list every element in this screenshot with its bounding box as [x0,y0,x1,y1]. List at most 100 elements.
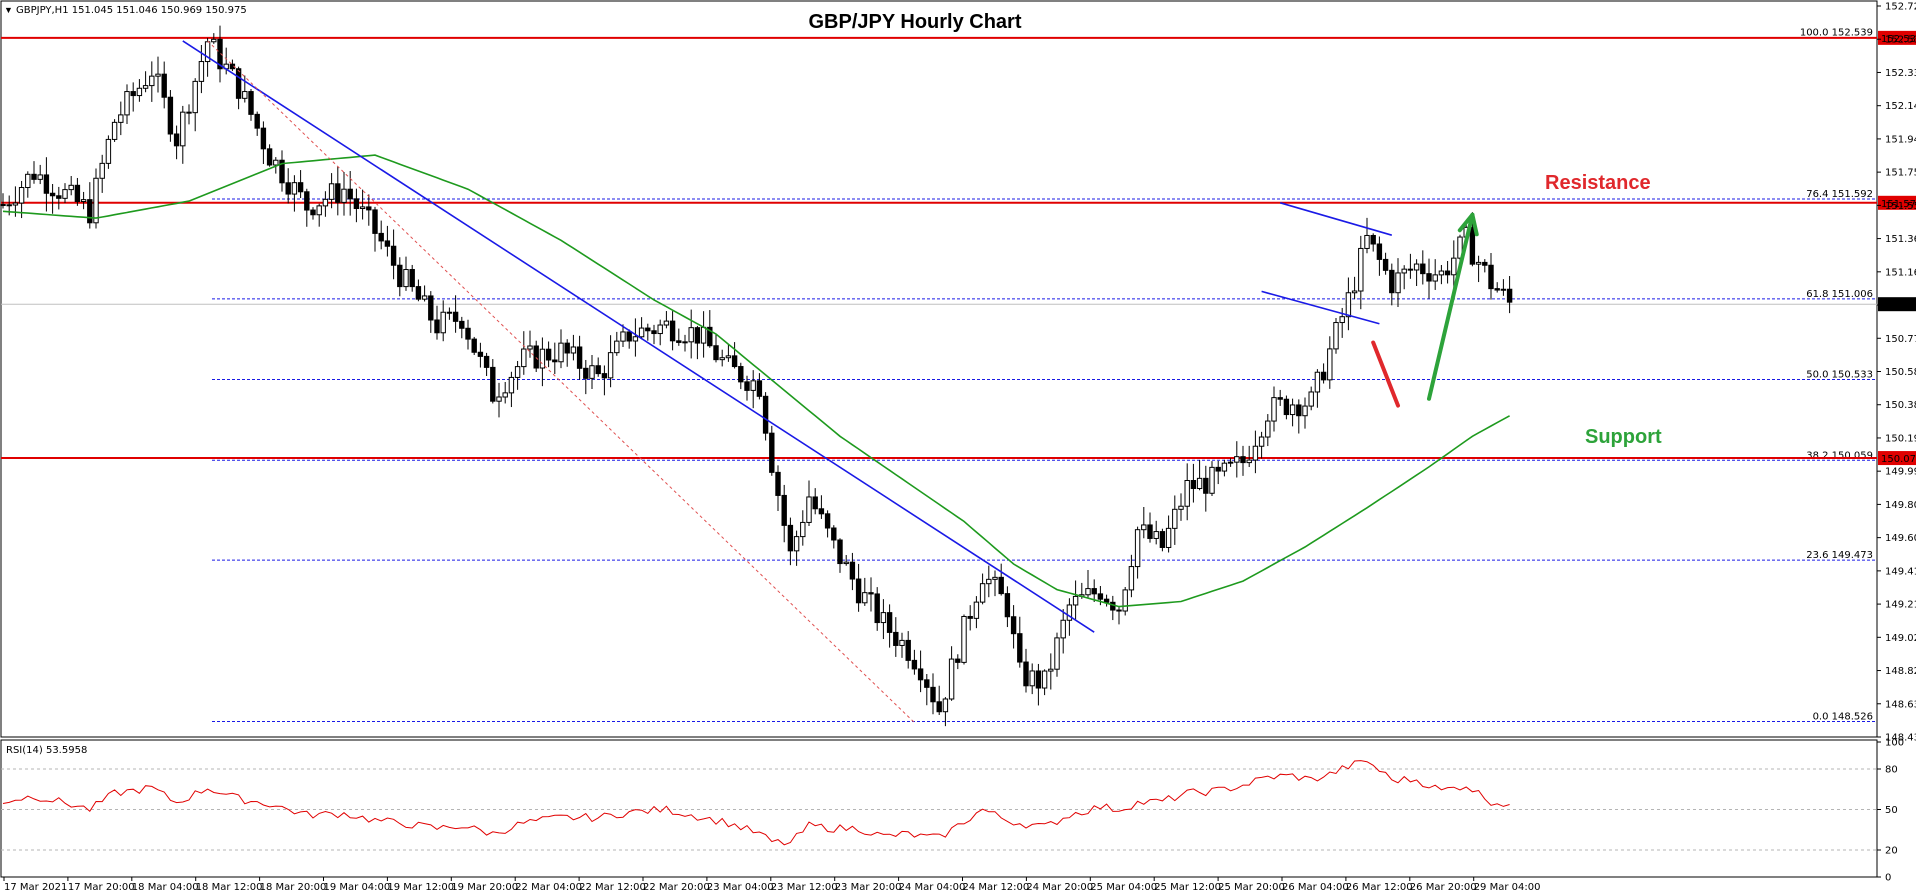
candle-body [713,345,719,361]
candle-body [266,148,273,166]
rsi-tick-label: 0 [1885,873,1891,884]
price-tick-label: 150.190 [1885,433,1916,444]
price-tick-label: 150.970 [1885,301,1916,312]
candle-body [893,631,899,646]
candle-body [80,199,87,203]
candle-body [527,345,533,350]
candle-body [273,159,279,166]
candle-body [1116,609,1122,612]
candle-body [1364,234,1370,249]
candle-body [521,348,527,368]
candle-body [632,336,639,342]
candle-body [558,342,564,363]
candle-body [1203,477,1209,494]
candle-body [570,346,577,354]
candle-body [1382,258,1389,271]
candle-body [762,395,769,434]
candle-body [1401,268,1407,274]
candle-body [738,366,744,383]
candle-body [105,138,112,164]
candle-body [37,174,43,180]
candle-body [1252,445,1259,461]
price-tick-label: 151.945 [1885,134,1916,145]
candle-body [1370,234,1376,245]
candle-body [775,471,781,496]
candle-body [1023,661,1029,687]
candle-body [979,583,986,603]
candle-body [1314,371,1321,393]
candle-body [924,679,930,688]
candle-body [1506,288,1513,303]
candle-body [12,202,19,206]
candle-body [824,513,831,529]
price-tick-label: 150.775 [1885,334,1916,345]
candle-body [961,615,967,663]
level-price-tag-label: 150.072 [1881,454,1916,465]
candle-body [508,376,515,394]
candle-body [725,355,732,359]
candle-body [465,327,471,340]
candle-body [291,182,298,195]
candle-body [552,359,558,363]
candle-body [862,592,868,604]
time-tick-label: 24 Mar 04:00 [899,882,966,893]
candle-body [118,114,124,123]
candle-body [353,198,360,210]
overlay-lines [2,40,1510,723]
candle-body [477,351,484,357]
horizontal-levels: 152.538 151.570 150.072 150.975 [1,30,1916,466]
symbol-dropdown-icon[interactable]: ▼ [4,5,13,15]
price-tick-label: 151.360 [1885,234,1916,245]
time-tick-label: 25 Mar 04:00 [1090,882,1157,893]
candle-body [328,183,335,200]
candle-body [905,639,911,661]
candle-body [855,578,862,604]
candle-body [161,73,167,98]
axes: 152.725 152.530 152.335 152.140 151.945 151.7… [3,2,1916,893]
candle-body [533,345,539,369]
candle-body [942,698,949,713]
candle-body [471,338,477,353]
candle-body [1066,604,1073,621]
candle-body [1438,270,1445,276]
candle-body [1358,247,1364,292]
candle-body [316,205,322,216]
time-tick-label: 26 Mar 20:00 [1410,882,1477,893]
time-tick-label: 18 Mar 04:00 [132,882,199,893]
candle-body [459,320,465,329]
candle-body [1196,477,1203,489]
candle-body [211,38,217,43]
candle-body [496,396,502,402]
candle-body [173,133,180,147]
candle-body [31,173,37,180]
candle-body [1227,461,1234,464]
candle-body [142,85,149,89]
time-tick-label: 22 Mar 04:00 [515,882,582,893]
price-tick-label: 148.630 [1885,699,1916,710]
candle-body [663,320,670,326]
candle-body [1258,436,1265,447]
candle-body [279,159,285,184]
candle-body [452,311,459,322]
price-tick-label: 151.750 [1885,168,1916,179]
price-tick-label: 151.165 [1885,267,1916,278]
candle-body [911,659,918,670]
candle-body [682,341,688,344]
candle-body [149,75,155,87]
support-label: Support [1585,426,1662,448]
candle-body [25,173,31,189]
candle-body [930,686,936,703]
candle-body [1351,290,1358,294]
candle-body [1482,261,1488,266]
fib-level-label: 23.6 149.473 [1806,550,1873,561]
candles [0,25,1513,727]
candle-body [595,365,601,375]
candle-body [1320,371,1327,381]
level-price-tag [1878,451,1916,466]
candle-body [818,508,825,515]
time-tick-label: 23 Mar 04:00 [707,882,774,893]
fib-level-label: 61.8 151.006 [1806,289,1873,300]
candle-body [843,561,849,565]
candle-body [731,355,738,368]
candle-body [576,346,583,369]
